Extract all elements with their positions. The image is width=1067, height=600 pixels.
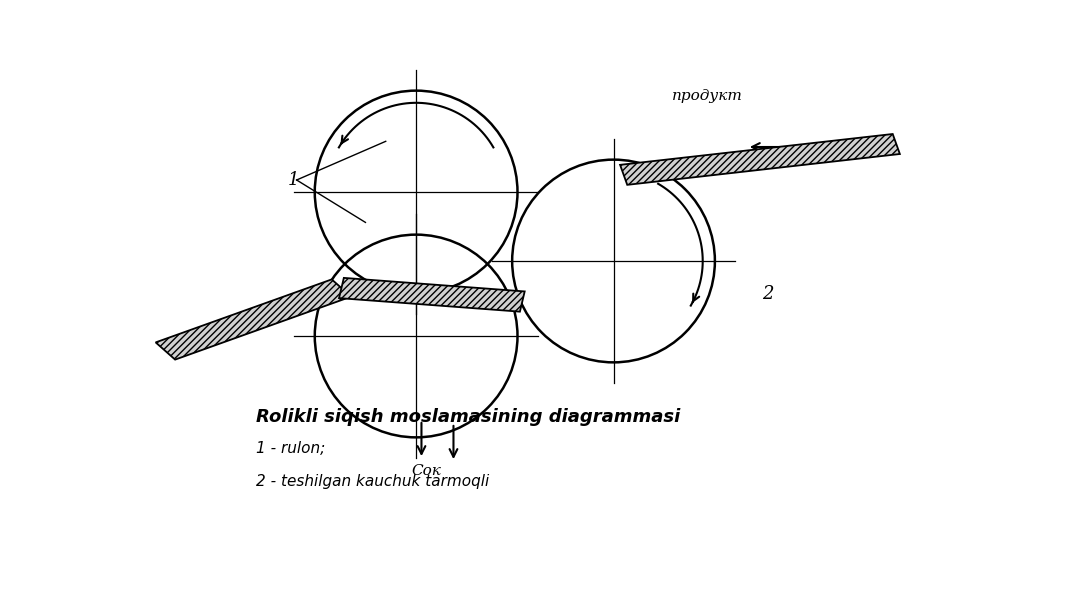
Polygon shape: [620, 134, 899, 185]
Text: продукт: продукт: [672, 89, 743, 103]
Text: :: :: [562, 408, 574, 426]
Text: 1: 1: [288, 171, 299, 189]
Polygon shape: [156, 280, 351, 359]
Polygon shape: [339, 278, 525, 311]
Text: 2 - teshilgan kauchuk tarmoqli: 2 - teshilgan kauchuk tarmoqli: [256, 474, 490, 489]
Text: 1 - rulon;: 1 - rulon;: [256, 441, 325, 456]
Text: 2: 2: [763, 285, 774, 303]
Text: Сок: Сок: [412, 464, 442, 478]
Text: Rolikli siqish moslamasining diagrammasi: Rolikli siqish moslamasining diagrammasi: [256, 408, 681, 426]
